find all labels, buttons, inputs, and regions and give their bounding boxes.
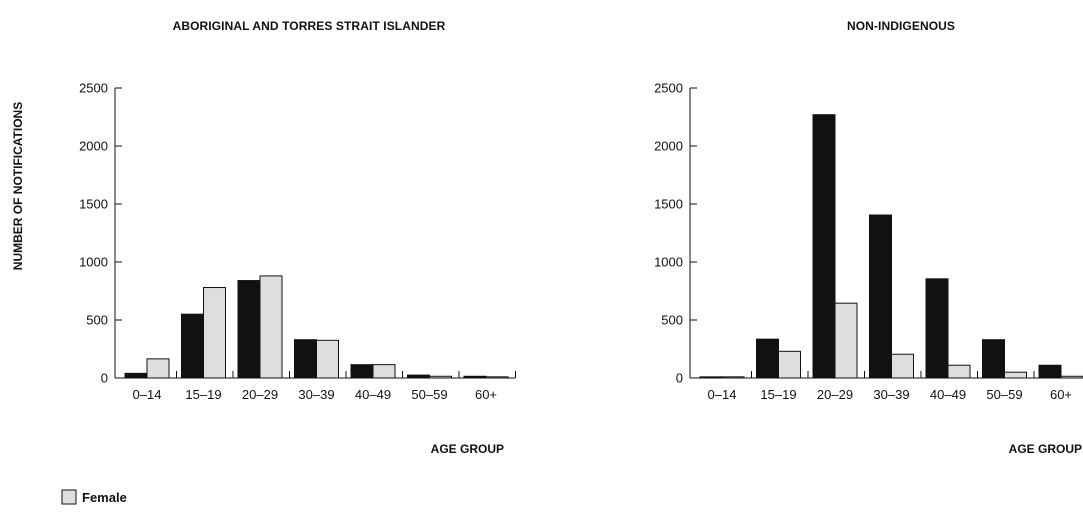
x-tick-label: 30–39 — [873, 387, 909, 402]
bar-female — [146, 358, 170, 379]
bar-male — [237, 280, 261, 379]
x-tick-label: 40–49 — [355, 387, 391, 402]
x-tick-label: 20–29 — [817, 387, 853, 402]
bar-male — [812, 114, 836, 379]
bar-male — [181, 313, 204, 379]
y-tick-label: 1000 — [79, 255, 108, 270]
bar-female — [259, 275, 283, 379]
bar-female — [203, 287, 226, 379]
chart-title: ABORIGINAL AND TORRES STRAIT ISLANDER — [173, 19, 446, 33]
legend-label-female: Female — [82, 490, 127, 505]
x-tick-label: 50–59 — [986, 387, 1022, 402]
bar-male — [925, 278, 949, 379]
bar-male — [756, 338, 779, 379]
x-tick-label: 40–49 — [930, 387, 966, 402]
bar-male — [124, 372, 148, 379]
x-tick-label: 0–14 — [708, 387, 737, 402]
x-tick-label: 20–29 — [242, 387, 278, 402]
bar-female — [1004, 371, 1027, 379]
y-tick-label: 2500 — [654, 81, 683, 96]
bar-female — [834, 302, 858, 379]
bar-female — [429, 375, 452, 379]
y-tick-label: 1500 — [654, 197, 683, 212]
y-tick-label: 2500 — [79, 81, 108, 96]
y-tick-label: 1000 — [654, 255, 683, 270]
legend-swatch-female — [61, 489, 77, 505]
x-axis-label: AGE GROUP — [1009, 442, 1082, 456]
chart-panel-non-indigenous: NON-INDIGENOUS 0 500 1000 1500 2000 2500 0–14 15… — [654, 19, 1083, 456]
bar-male — [982, 339, 1005, 379]
bar-male — [407, 374, 430, 379]
x-tick-label: 15–19 — [185, 387, 221, 402]
y-tick-label: 1500 — [79, 197, 108, 212]
bar-female — [778, 350, 801, 379]
bar-female — [947, 364, 971, 379]
bar-female — [721, 376, 745, 379]
bar-male — [699, 376, 723, 379]
y-tick-label: 500 — [86, 313, 108, 328]
y-axis-label: NUMBER OF NOTIFICATIONS — [11, 102, 25, 270]
y-tick-label: 2000 — [79, 139, 108, 154]
y-tick-label: 2000 — [654, 139, 683, 154]
bar-female — [485, 376, 509, 379]
bar-male — [294, 339, 317, 379]
y-tick-label: 500 — [661, 313, 683, 328]
y-tick-label: 0 — [101, 371, 108, 386]
x-tick-label: 0–14 — [133, 387, 162, 402]
bar-female — [316, 339, 339, 379]
bar-male — [350, 364, 374, 379]
y-tick-label: 0 — [676, 371, 683, 386]
x-tick-label: 15–19 — [760, 387, 796, 402]
chart-legend: MaleFemale — [61, 489, 127, 505]
x-tick-label: 60+ — [475, 387, 497, 402]
chart-panel-indigenous: ABORIGINAL AND TORRES STRAIT ISLANDER 0 50… — [11, 19, 516, 456]
bar-male — [1038, 364, 1062, 379]
bar-female — [372, 364, 396, 379]
bar-male — [869, 214, 892, 379]
x-tick-label: 30–39 — [298, 387, 334, 402]
bar-female — [1060, 375, 1083, 379]
x-tick-label: 50–59 — [411, 387, 447, 402]
x-tick-label: 60+ — [1050, 387, 1072, 402]
bar-female — [891, 353, 914, 379]
chart-title: NON-INDIGENOUS — [847, 19, 955, 33]
x-axis-label: AGE GROUP — [431, 442, 504, 456]
bar-male — [463, 375, 487, 379]
